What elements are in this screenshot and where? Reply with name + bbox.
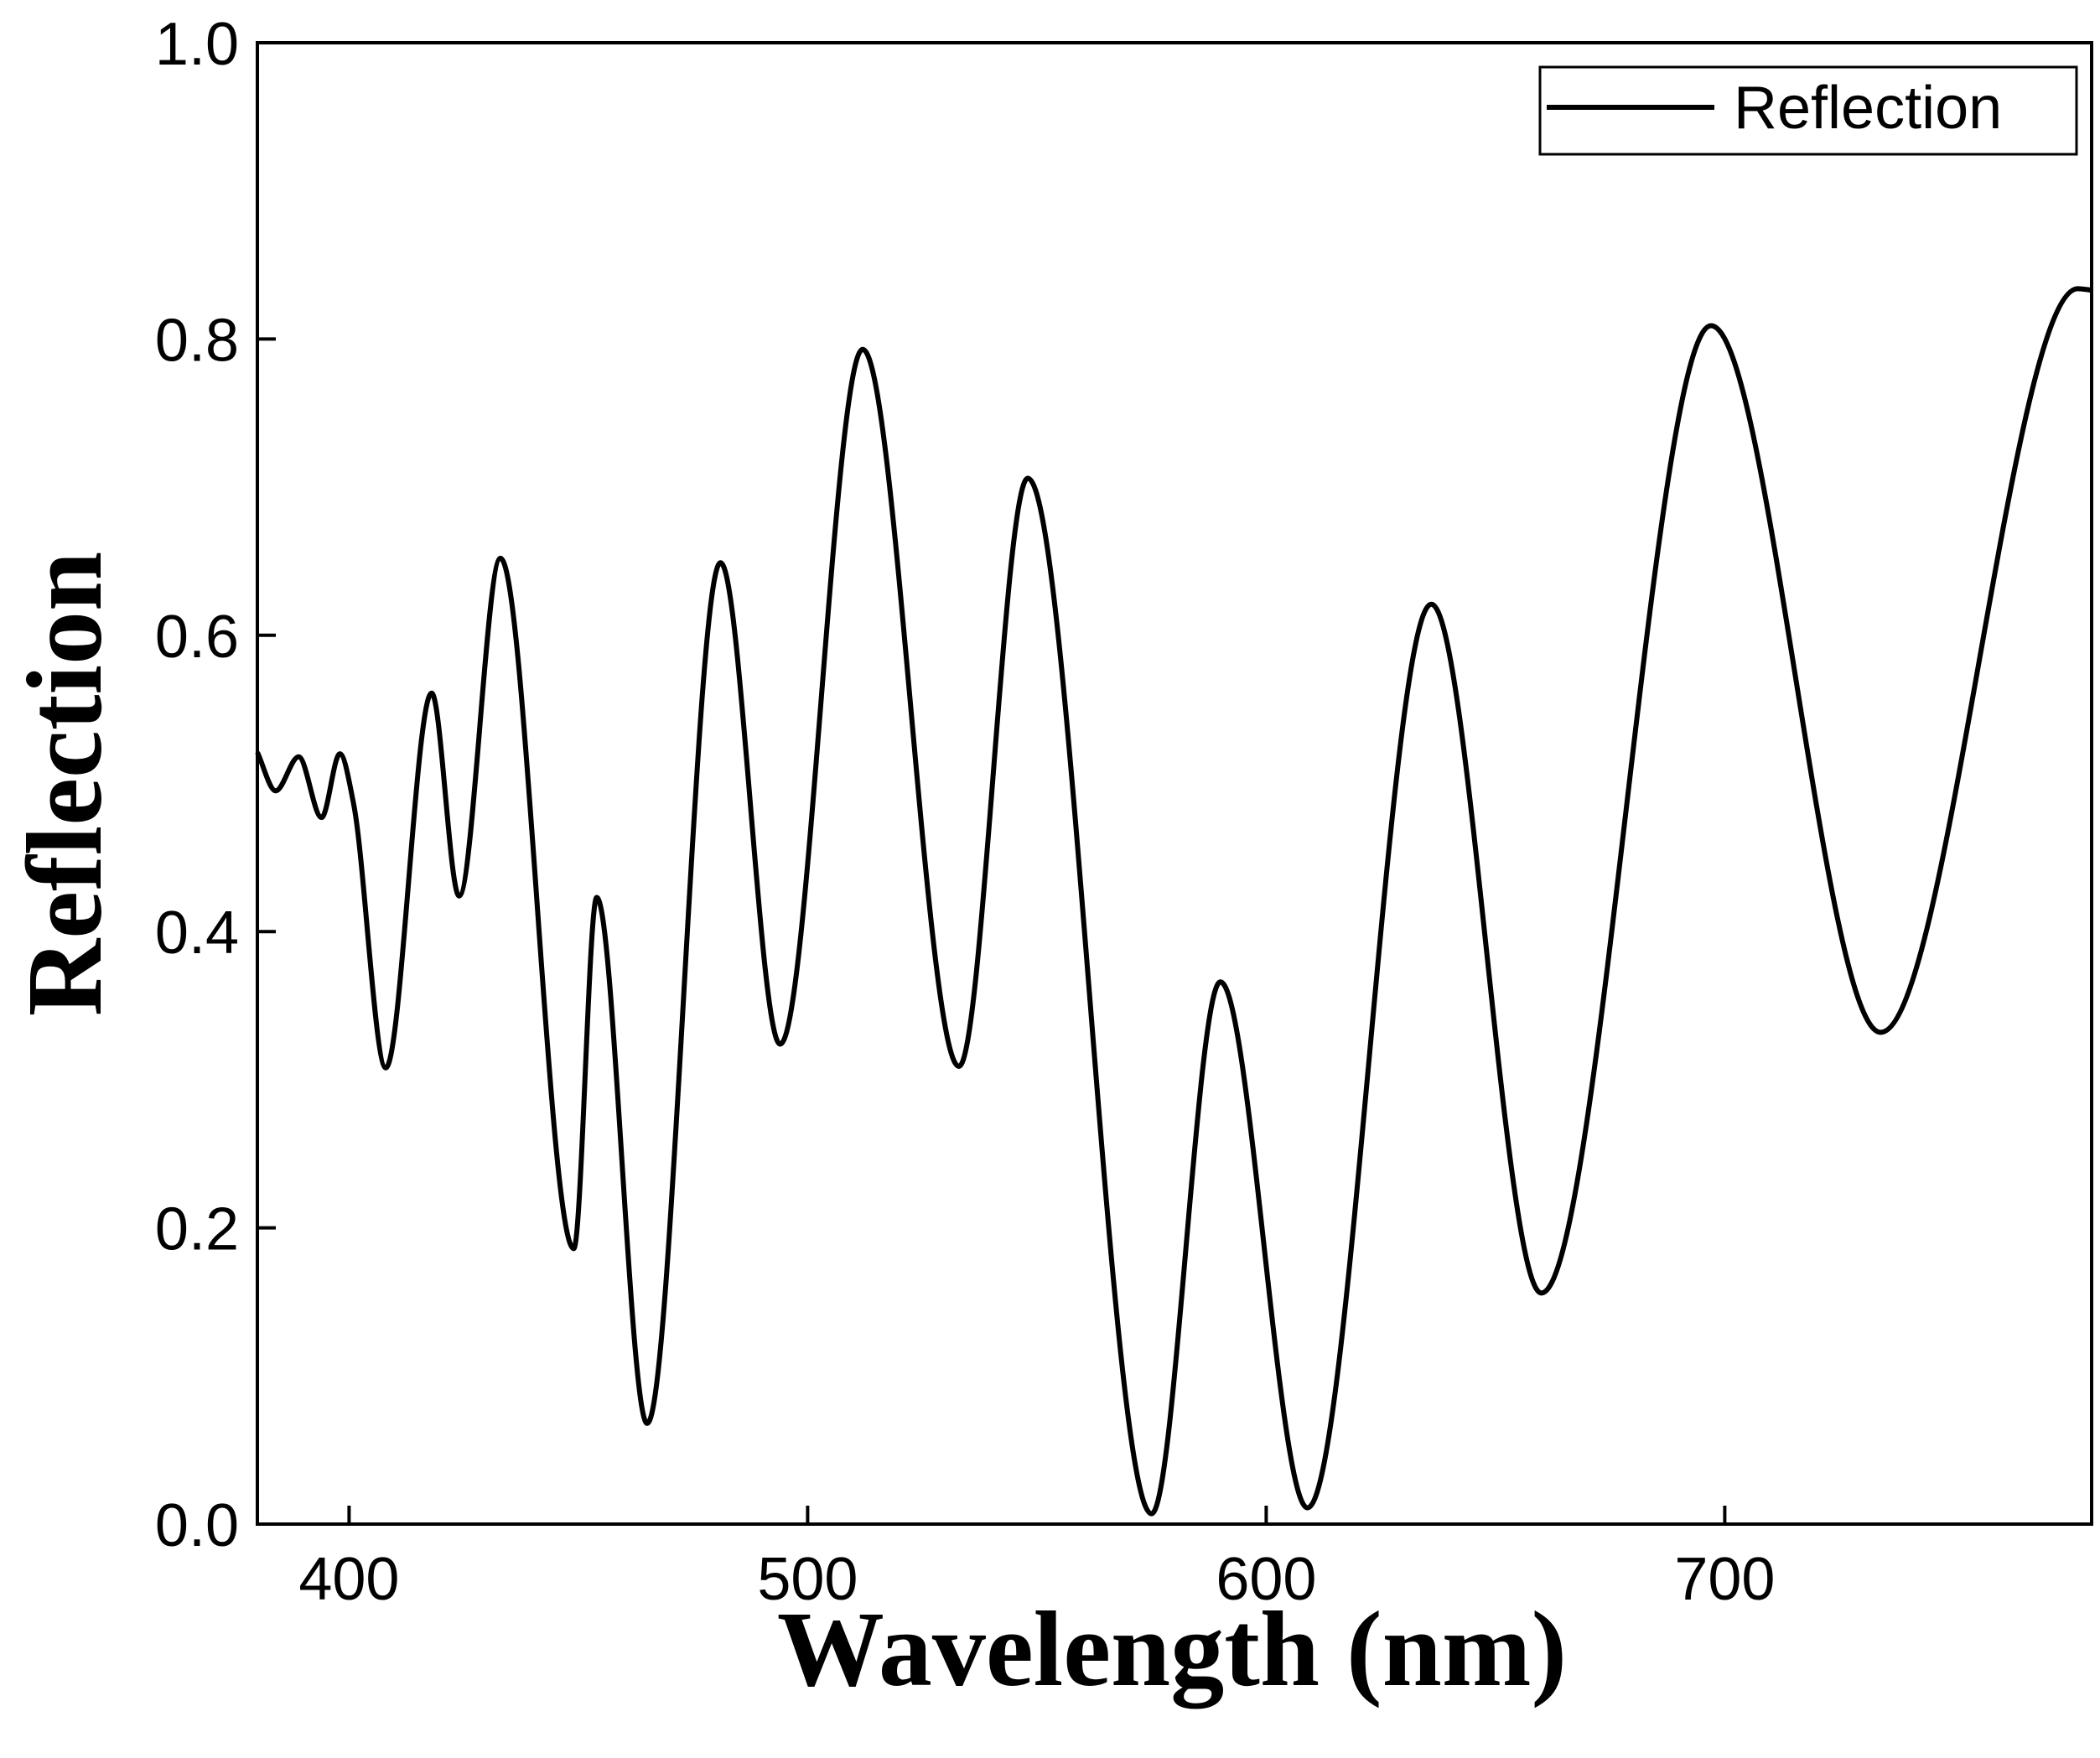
legend-label: Reflection [1734,75,2002,142]
y-tick-label: 0.6 [155,604,239,671]
y-tick-label: 0.0 [155,1492,239,1559]
x-tick-label: 500 [757,1546,858,1613]
y-tick-label: 1.0 [155,11,239,78]
y-tick-label: 0.8 [155,307,239,374]
plot-frame [256,41,2093,1526]
x-tick-label: 400 [298,1546,399,1613]
y-tick-label: 0.4 [155,900,239,967]
x-tick-label: 700 [1674,1546,1775,1613]
y-tick-label: 0.2 [155,1196,239,1263]
x-tick-label: 600 [1216,1546,1316,1613]
x-axis-title: Wavelength (nm) [777,1589,1567,1709]
line-series [255,286,2092,1517]
legend-box [1538,65,2078,156]
y-axis-title: Reflection [5,552,124,1016]
